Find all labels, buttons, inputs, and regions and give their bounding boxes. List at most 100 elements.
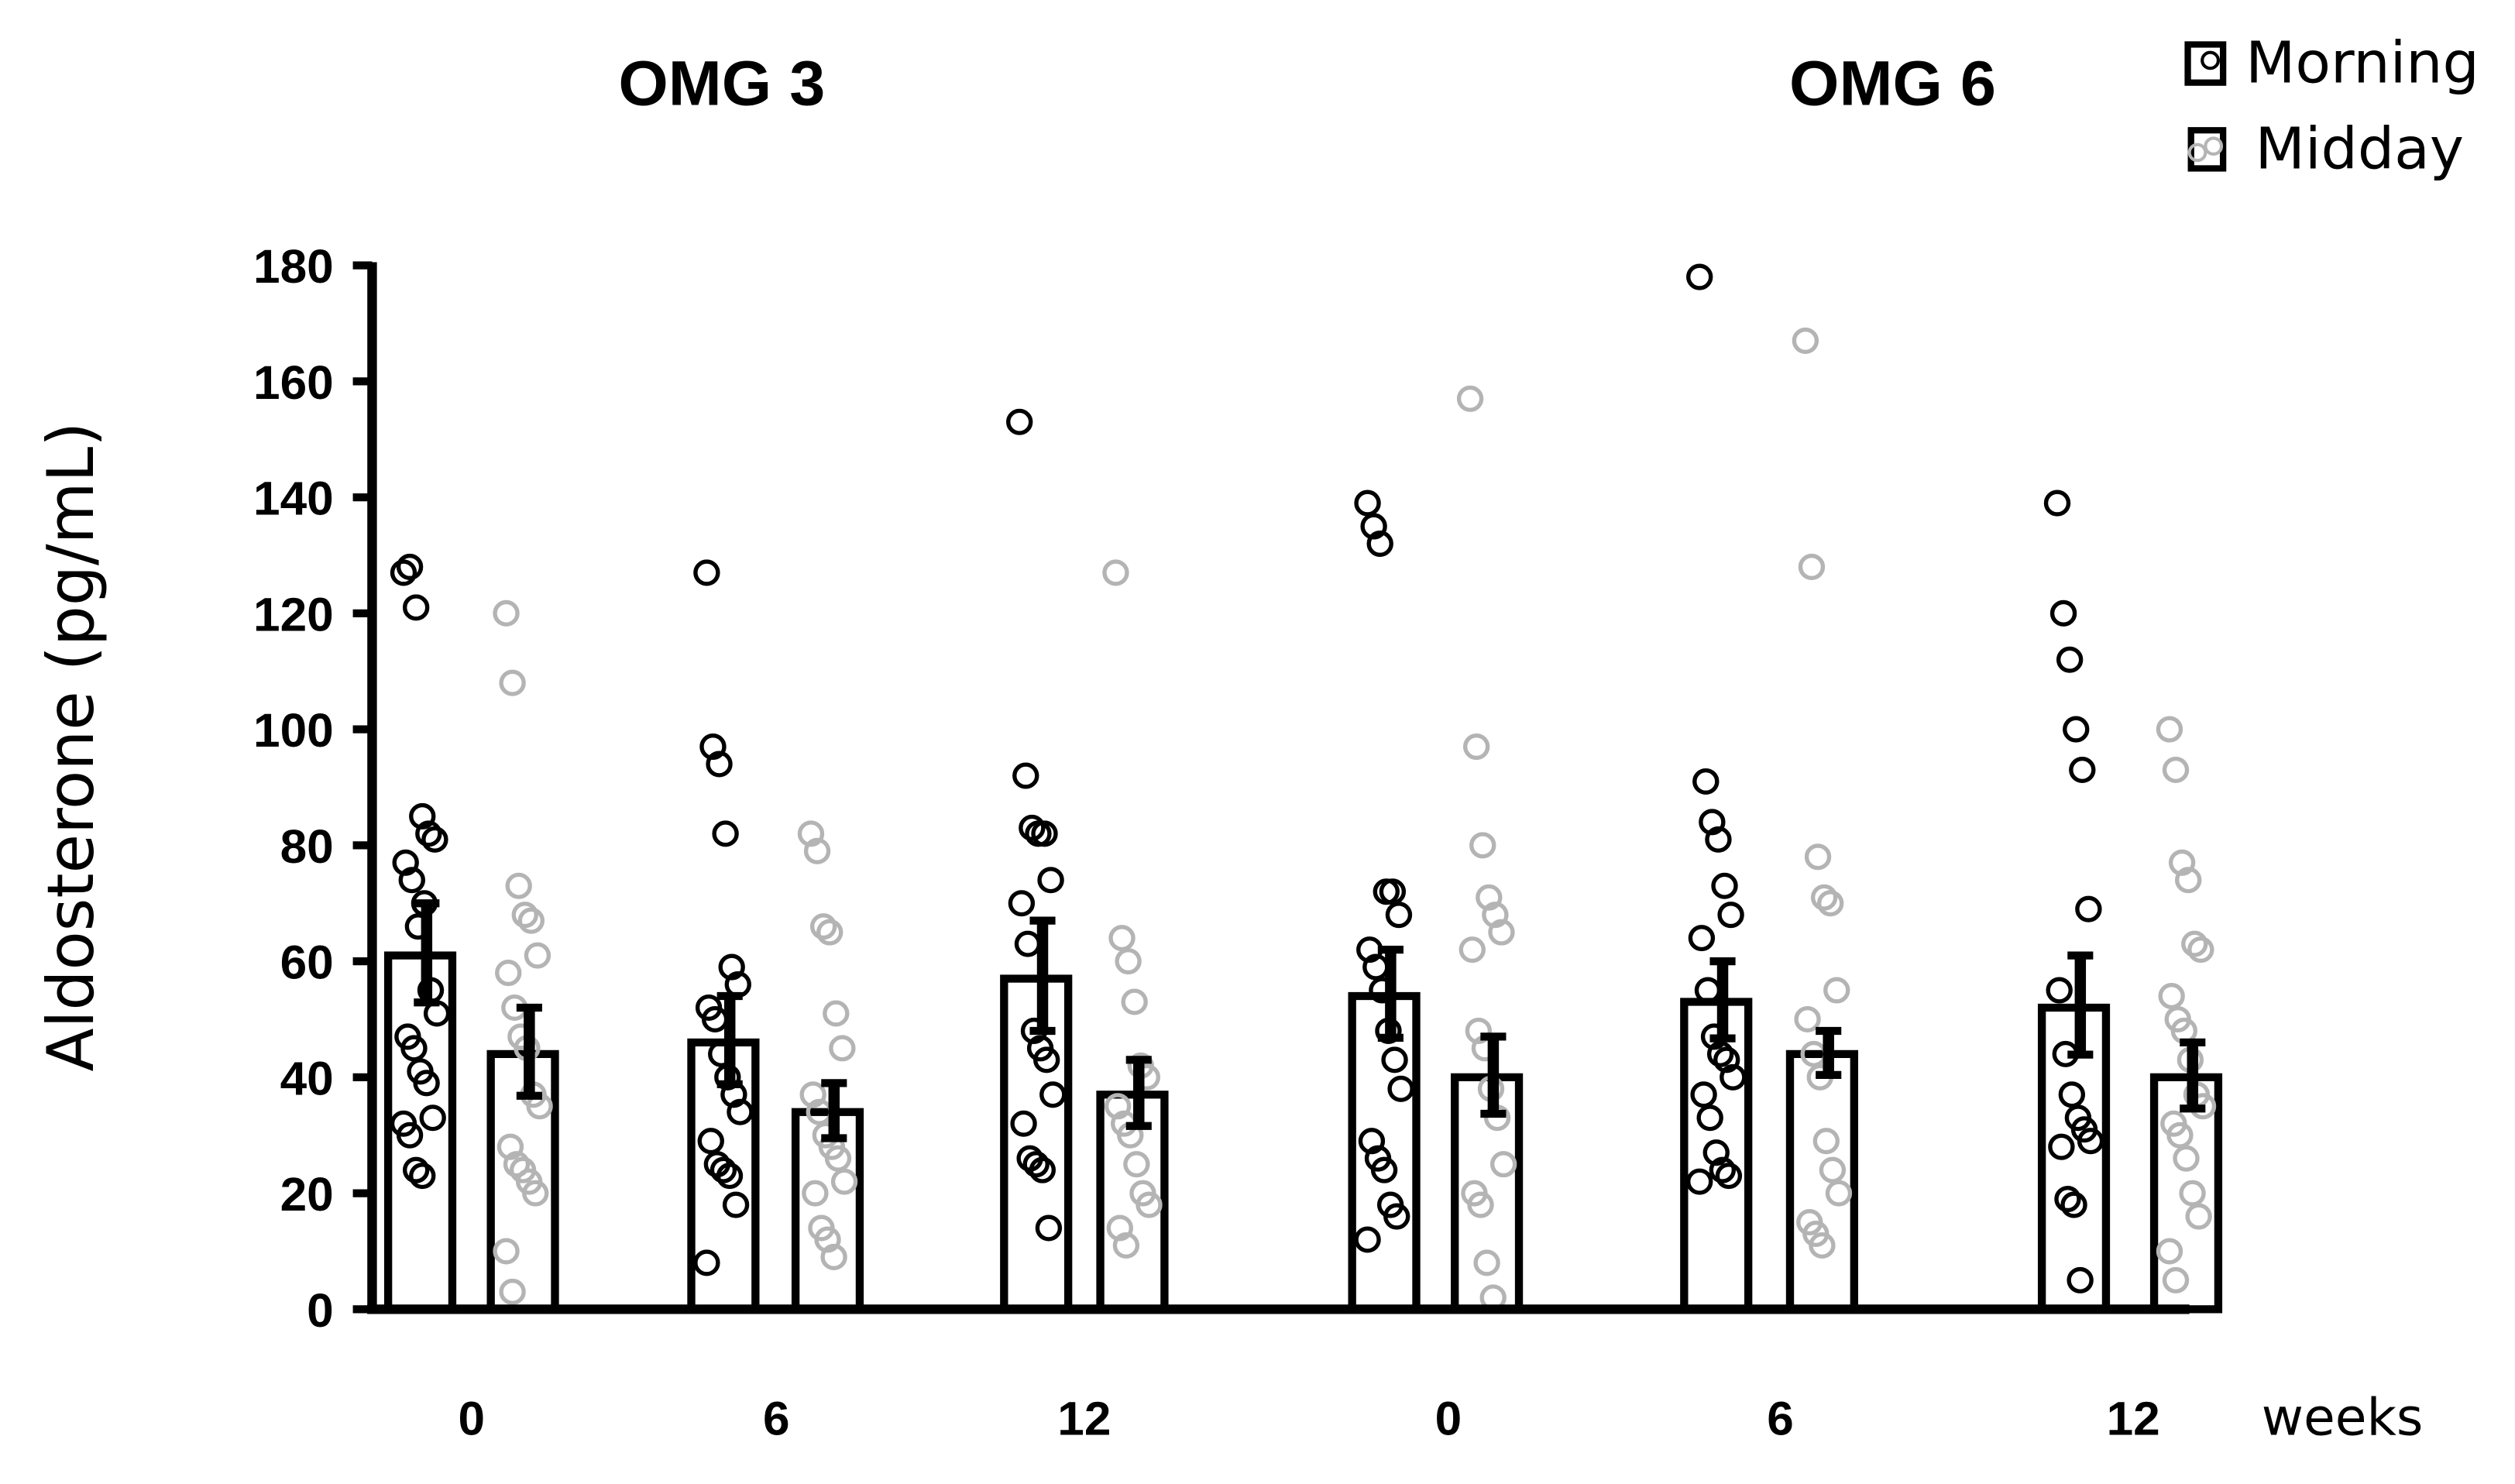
panel-title-omg3: OMG 3: [618, 48, 825, 119]
morning-data-point: [419, 1104, 446, 1132]
morning-data-point: [693, 559, 720, 586]
morning-data-point: [1029, 1156, 1056, 1183]
morning-data-point: [2058, 1081, 2086, 1108]
morning-data-point: [421, 826, 448, 853]
morning-data-point: [409, 802, 436, 830]
morning-data-point: [1006, 408, 1033, 435]
midday-data-point: [1106, 1214, 1134, 1242]
morning-data-point: [1688, 925, 1716, 952]
morning-data-point: [402, 1156, 430, 1183]
bars: [383, 951, 2223, 1314]
morning-data-point: [1354, 1226, 1381, 1253]
morning-data-point: [2060, 1191, 2087, 1218]
midday-data-point: [809, 913, 837, 940]
y-tick-label: 40: [280, 1053, 334, 1106]
morning-data-point: [712, 820, 739, 847]
midday-data-point: [797, 820, 825, 847]
midday-data-point: [1467, 1191, 1494, 1218]
morning-data-point: [1033, 1046, 1060, 1073]
midday-data-point: [1488, 919, 1515, 946]
midday-data-point: [829, 1035, 856, 1062]
morning-data-point: [1379, 878, 1407, 905]
morning-data-point: [1692, 768, 1720, 795]
midday-data-point: [522, 1180, 549, 1207]
midday-data-point: [1108, 925, 1136, 952]
legend-morning-label: Morning: [2245, 30, 2479, 97]
x-tick-label: 0: [459, 1393, 486, 1446]
morning-data-point: [1686, 263, 1713, 290]
x-axis-unit-label: weeks: [2262, 1388, 2424, 1448]
midday-data-point: [517, 907, 545, 934]
midday-data-point: [1476, 884, 1503, 911]
midday-data-point: [1458, 936, 1486, 964]
midday-data-point: [1482, 902, 1509, 929]
midday-data-point: [1456, 385, 1484, 412]
midday-data-point: [1804, 843, 1832, 871]
midday-data-point: [2156, 716, 2183, 743]
midday-data-point: [1825, 1180, 1853, 1207]
morning-data-point: [2056, 646, 2084, 673]
morning-data-point: [2075, 895, 2102, 922]
morning-data-point: [415, 820, 442, 847]
midday-data-point: [2174, 867, 2202, 894]
midday-data-point: [505, 872, 532, 899]
morning-data-point: [396, 1122, 424, 1149]
midday-data-point: [2162, 756, 2190, 784]
midday-data-point: [495, 960, 522, 987]
midday-data-point: [1469, 832, 1496, 859]
midday-data-point: [2168, 849, 2196, 876]
midday-data-point: [824, 1145, 852, 1172]
x-tick-label: 0: [1435, 1393, 1462, 1446]
midday-data-point: [1809, 1232, 1836, 1259]
legend-morning-swatch-icon: [2184, 41, 2227, 86]
midday-data-point: [1792, 327, 1819, 354]
midday-data-point: [524, 942, 551, 969]
midday-data-point: [830, 1168, 858, 1195]
morning-data-point: [392, 849, 419, 876]
midday-data-point: [2158, 982, 2185, 1010]
midday-data-point: [493, 599, 520, 627]
midday-data-point: [496, 1133, 524, 1160]
morning-data-point: [1711, 872, 1738, 899]
morning-data-point: [1713, 1046, 1740, 1073]
morning-data-point: [2069, 756, 2096, 784]
x-tick-label: 6: [763, 1393, 790, 1446]
morning-data-point: [1360, 513, 1387, 540]
midday-bar: [791, 1108, 864, 1314]
y-tick-label: 0: [307, 1284, 334, 1338]
morning-data-point: [2077, 1128, 2104, 1155]
midday-data-point: [1123, 1151, 1150, 1178]
morning-data-point: [396, 553, 424, 580]
data-points: [390, 263, 2217, 1311]
morning-data-point: [2049, 599, 2077, 627]
morning-data-point: [1387, 1075, 1414, 1102]
morning-data-point: [1702, 1139, 1730, 1166]
midday-data-point: [823, 1000, 850, 1027]
midday-data-point: [1816, 890, 1844, 917]
morning-data-point: [1012, 762, 1039, 789]
morning-data-point: [706, 751, 733, 778]
y-axis-label: Aldosterone (pg/mL): [34, 422, 108, 1072]
morning-data-point: [402, 594, 430, 621]
morning-data-point: [2048, 1133, 2075, 1160]
morning-data-point: [1039, 1081, 1067, 1108]
morning-data-point: [1699, 809, 1726, 836]
y-tick-label: 180: [253, 240, 334, 294]
morning-data-point: [716, 1163, 744, 1190]
morning-data-point: [1037, 867, 1064, 894]
midday-data-point: [1810, 884, 1838, 911]
midday-data-point: [2179, 1180, 2206, 1207]
morning-data-point: [1690, 1081, 1717, 1108]
morning-data-point: [2043, 490, 2071, 517]
morning-data-point: [1383, 1203, 1410, 1230]
midday-data-point: [1819, 1156, 1847, 1183]
midday-data-point: [1794, 1005, 1821, 1032]
x-tick-label: 12: [2107, 1393, 2160, 1446]
morning-data-point: [1008, 890, 1036, 917]
morning-data-point: [1022, 1151, 1050, 1178]
morning-data-point: [1035, 1214, 1063, 1242]
morning-data-point: [400, 1035, 428, 1062]
morning-data-point: [1705, 826, 1732, 853]
midday-data-point: [1104, 1093, 1132, 1120]
